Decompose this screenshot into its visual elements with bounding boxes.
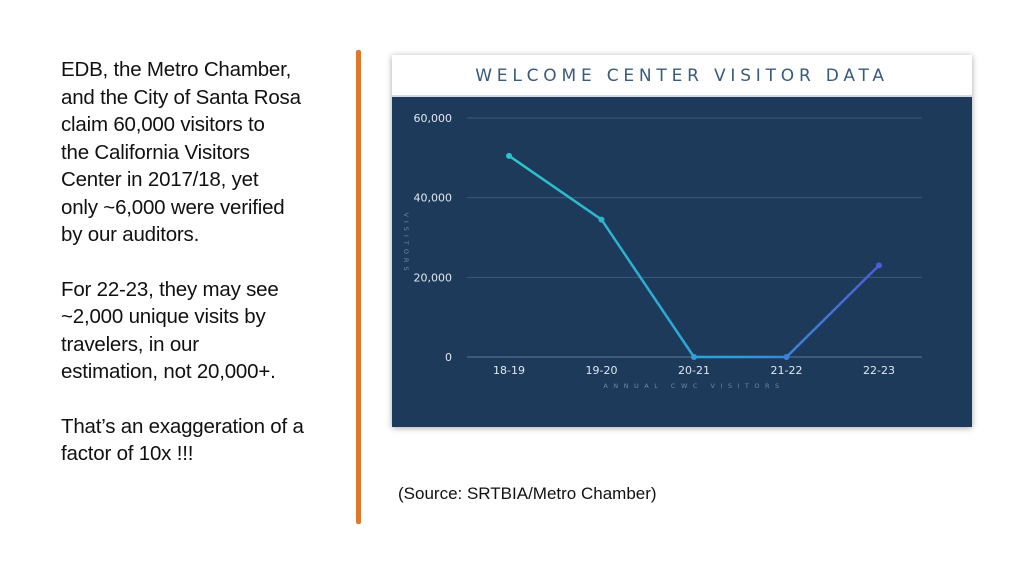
y-axis-label: VISITORS <box>402 212 410 274</box>
vertical-divider <box>356 50 361 524</box>
data-point <box>598 216 605 223</box>
series-line <box>507 154 881 359</box>
chart-title: WELCOME CENTER VISITOR DATA <box>392 55 972 97</box>
y-tick-label: 40,000 <box>414 192 453 205</box>
data-point <box>783 354 790 360</box>
x-tick-label: 20-21 <box>678 364 710 377</box>
x-tick-label: 22-23 <box>863 364 895 377</box>
source-citation: (Source: SRTBIA/Metro Chamber) <box>398 484 657 503</box>
x-axis-label: ANNUAL CWC VISITORS <box>603 382 784 390</box>
data-point <box>691 354 697 360</box>
data-point <box>506 152 512 159</box>
commentary-paragraph-1: EDB, the Metro Chamber, and the City of … <box>61 58 301 246</box>
x-tick-label: 18-19 <box>493 364 525 377</box>
line-chart: 0 20,000 40,000 60,000 18-19 19-20 20-21 21-22 2… <box>402 112 922 390</box>
commentary-paragraph-3: That’s an exaggeration of a factor of 10… <box>61 414 304 466</box>
y-tick-label: 20,000 <box>414 271 453 284</box>
y-tick-label: 60,000 <box>414 112 453 125</box>
commentary-paragraph-2: For 22-23, they may see ~2,000 unique vi… <box>61 277 279 384</box>
data-point <box>876 262 882 269</box>
x-tick-label: 21-22 <box>771 364 803 377</box>
x-tick-label: 19-20 <box>586 364 618 377</box>
commentary-text: EDB, the Metro Chamber, and the City of … <box>61 56 346 468</box>
y-tick-label: 0 <box>445 351 452 364</box>
chart-card: 0 20,000 40,000 60,000 18-19 19-20 20-21 21-22 2… <box>392 55 972 427</box>
